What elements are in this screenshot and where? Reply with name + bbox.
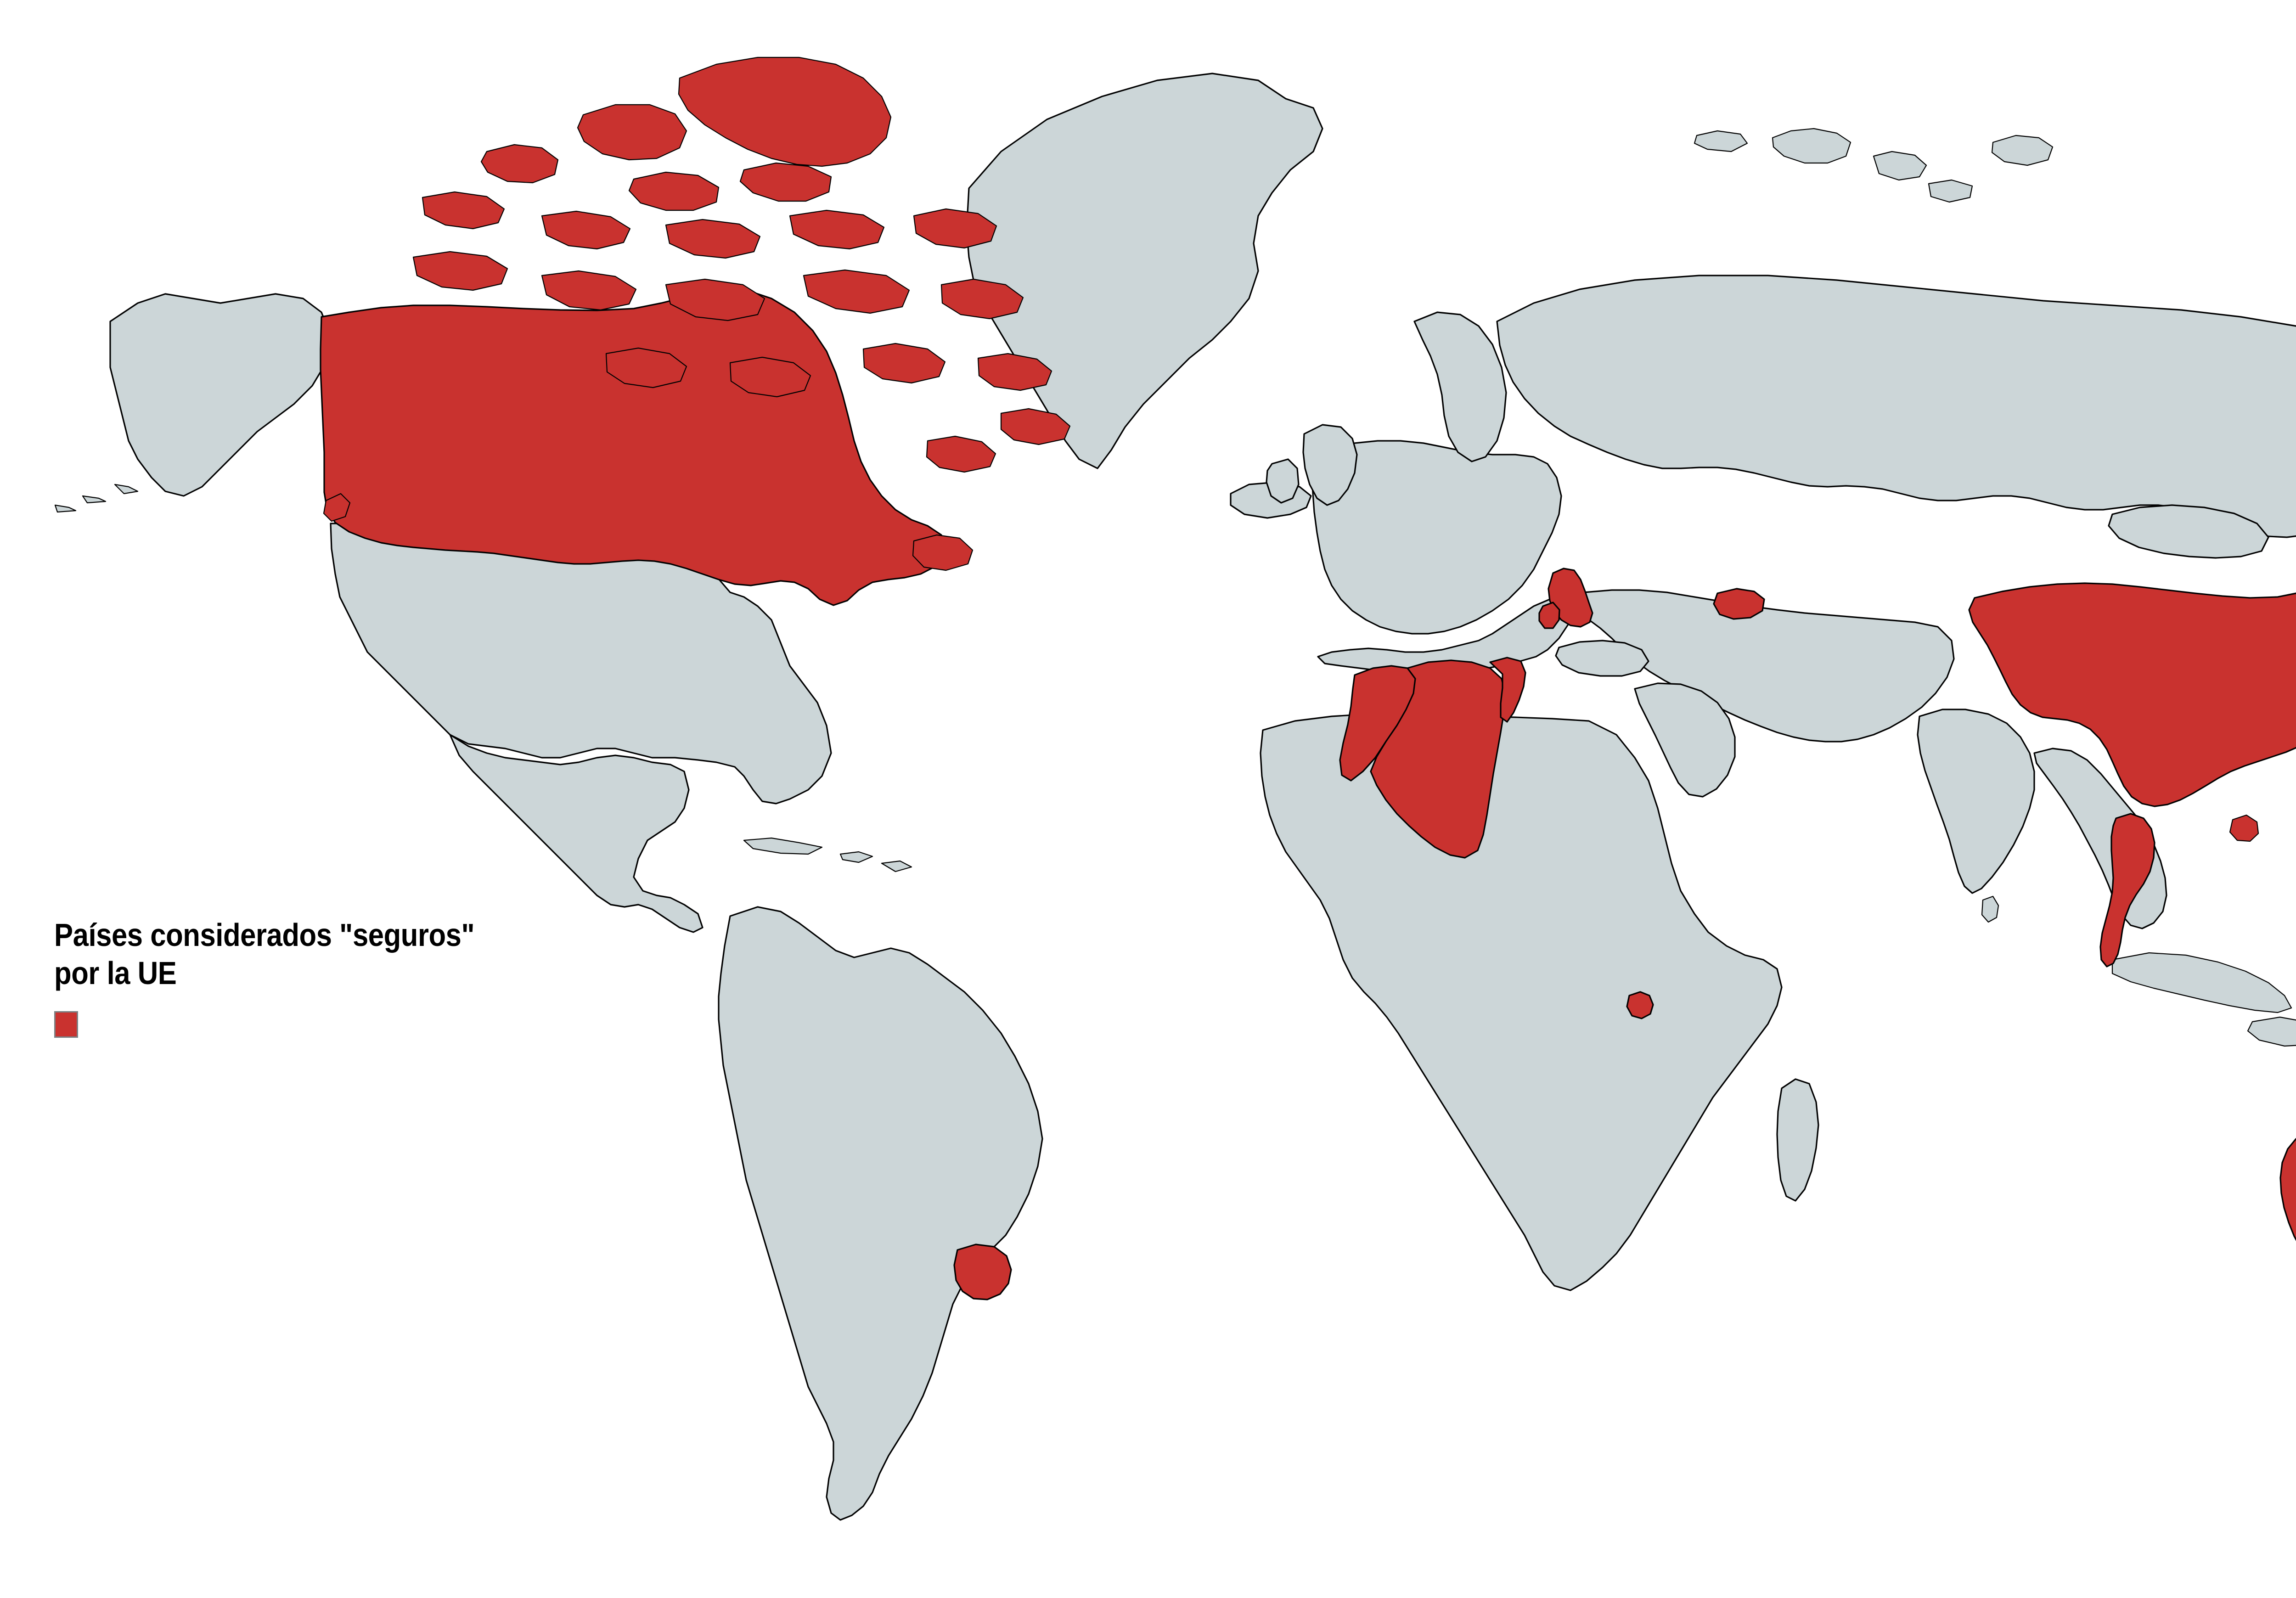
legend-entries — [54, 1011, 559, 1038]
country-georgia[interactable] — [1713, 588, 1765, 620]
arctic-islands-russia[interactable] — [1694, 128, 2054, 203]
caribbean-islands[interactable] — [743, 837, 912, 872]
canada-arctic-islands[interactable] — [412, 56, 1071, 473]
country-uruguay[interactable] — [953, 1244, 1012, 1300]
country-uk-ireland[interactable] — [1266, 424, 1358, 506]
country-western-europe[interactable] — [1311, 440, 1562, 635]
country-africa[interactable] — [1260, 713, 1783, 1291]
canada-newfoundland[interactable] — [912, 534, 974, 571]
legend-color-swatch — [54, 1011, 78, 1038]
map-legend: Países considerados "seguros" por la UE — [54, 916, 559, 1038]
country-australia[interactable] — [2279, 1069, 2296, 1323]
unselected-countries-group — [54, 73, 2296, 1521]
legend-title: Países considerados "seguros" por la UE — [54, 917, 475, 991]
country-algeria[interactable] — [1370, 659, 1506, 859]
country-turkey[interactable] — [1555, 640, 1649, 677]
canada-vancouver-island[interactable] — [323, 493, 351, 522]
country-indonesia[interactable] — [2111, 939, 2296, 1047]
country-south-america[interactable] — [718, 906, 1043, 1521]
china-hainan[interactable] — [2229, 814, 2259, 842]
country-madagascar[interactable] — [1776, 1078, 1819, 1202]
country-montenegro[interactable] — [1538, 602, 1560, 629]
country-tunisia[interactable] — [1489, 657, 1526, 723]
country-russia[interactable] — [1496, 275, 2296, 538]
country-united-states[interactable] — [330, 523, 832, 805]
country-thailand[interactable] — [2099, 813, 2155, 968]
country-china[interactable] — [1968, 535, 2296, 807]
country-mexico[interactable] — [449, 734, 703, 933]
selected-countries-group — [320, 56, 2296, 1323]
country-scandinavia[interactable] — [1413, 311, 1507, 462]
aleutian-islands[interactable] — [54, 484, 139, 513]
country-alaska[interactable] — [109, 293, 332, 497]
sri-lanka[interactable] — [1981, 895, 1999, 923]
country-india[interactable] — [1917, 709, 2035, 894]
country-rwanda[interactable] — [1626, 991, 1654, 1019]
country-arabia[interactable] — [1634, 682, 1736, 798]
country-mongolia[interactable] — [2108, 504, 2269, 559]
country-greenland[interactable] — [966, 73, 1323, 469]
legend-item-safe-countries[interactable] — [54, 1011, 559, 1038]
